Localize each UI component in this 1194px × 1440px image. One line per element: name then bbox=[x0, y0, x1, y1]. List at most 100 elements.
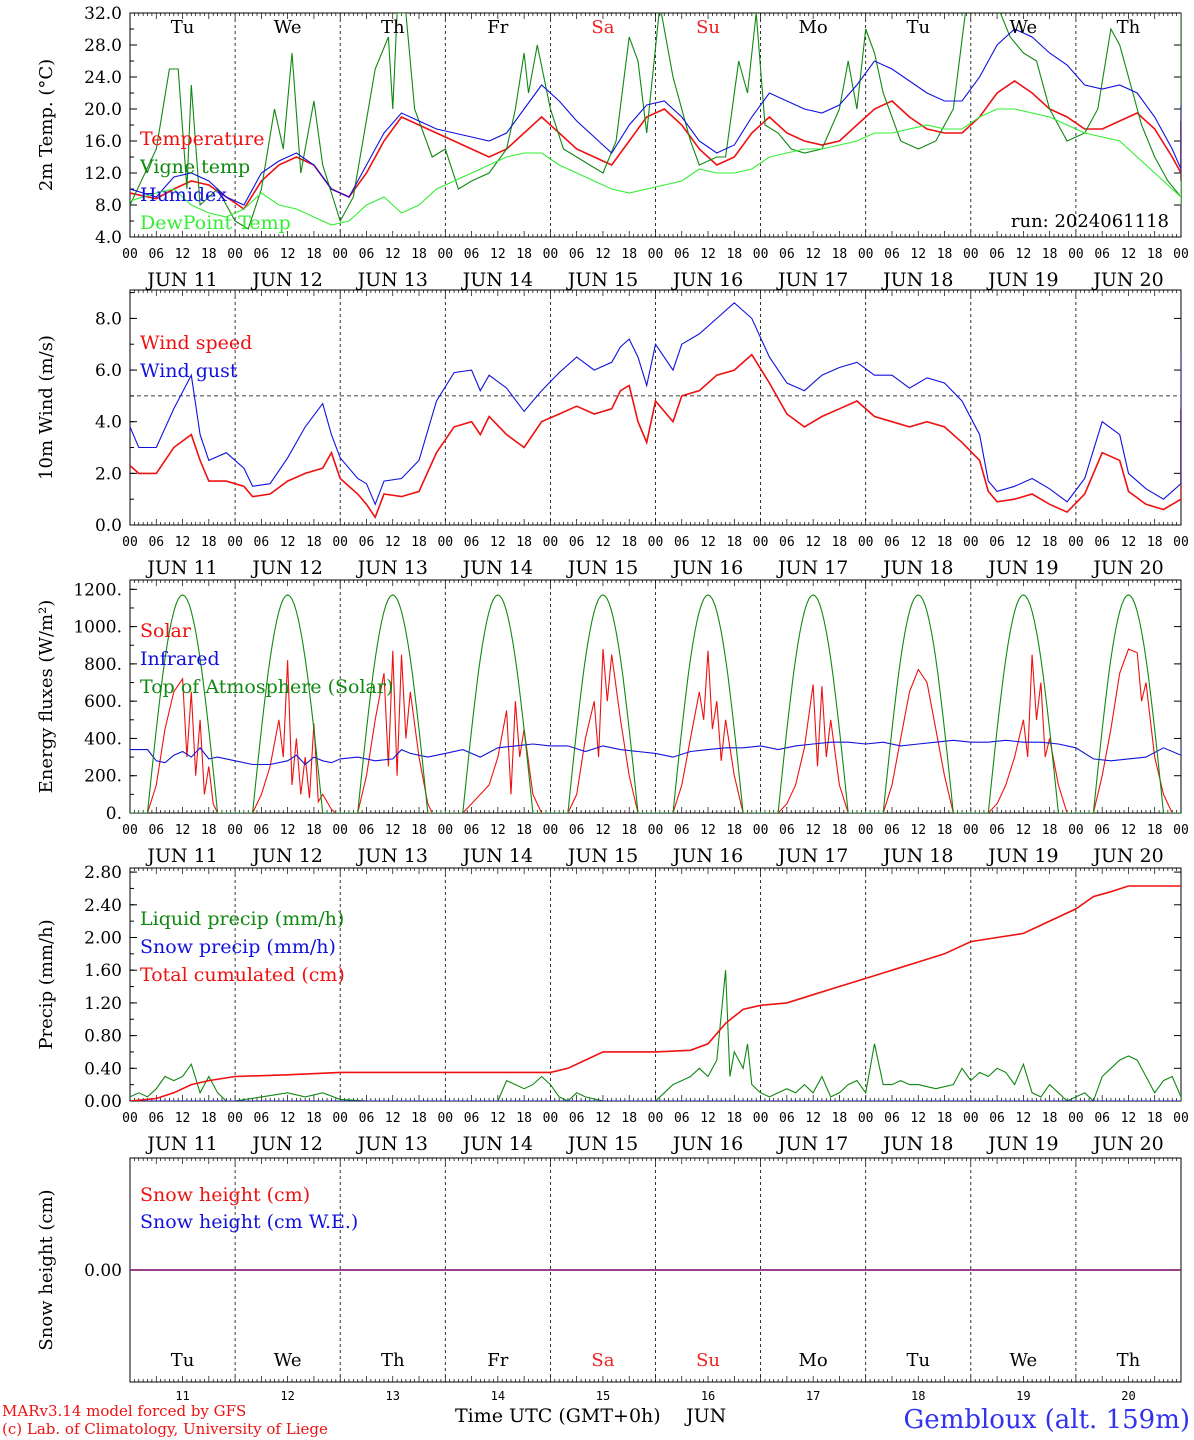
day-number-label: 14 bbox=[491, 1389, 505, 1403]
x-axis-title: Time UTC (GMT+0h) bbox=[455, 1405, 661, 1427]
hour-tick-label: 12 bbox=[700, 1111, 716, 1126]
hour-tick-label: 12 bbox=[700, 247, 716, 262]
hour-tick-label: 18 bbox=[306, 535, 322, 550]
legend-entry: Humidex bbox=[140, 184, 227, 206]
hour-tick-label: 18 bbox=[621, 1111, 637, 1126]
weekday-label: Th bbox=[1117, 1350, 1141, 1371]
hour-tick-label: 06 bbox=[148, 247, 164, 262]
hour-tick-label: 18 bbox=[201, 535, 217, 550]
hour-tick-label: 06 bbox=[1094, 1111, 1110, 1126]
hour-tick-label: 06 bbox=[359, 535, 375, 550]
hour-tick-label: 06 bbox=[884, 247, 900, 262]
hour-tick-label: 12 bbox=[595, 535, 611, 550]
hour-tick-label: 12 bbox=[385, 535, 401, 550]
hour-tick-label: 00 bbox=[227, 823, 243, 838]
weekday-label: We bbox=[274, 17, 302, 38]
hour-tick-label: 18 bbox=[937, 823, 953, 838]
legend-entry: Wind speed bbox=[140, 332, 252, 354]
hour-tick-label: 12 bbox=[1016, 247, 1032, 262]
hour-tick-label: 18 bbox=[726, 535, 742, 550]
hour-tick-label: 12 bbox=[700, 535, 716, 550]
hour-tick-label: 18 bbox=[411, 1111, 427, 1126]
day-number-label: 16 bbox=[701, 1389, 715, 1403]
hour-tick-label: 06 bbox=[674, 535, 690, 550]
hour-tick-label: 18 bbox=[621, 823, 637, 838]
hour-tick-label: 06 bbox=[464, 1111, 480, 1126]
legend-entry: Snow height (cm) bbox=[140, 1184, 310, 1206]
hour-tick-label: 18 bbox=[726, 247, 742, 262]
date-label: JUN 15 bbox=[566, 845, 638, 867]
hour-tick-label: 00 bbox=[543, 1111, 559, 1126]
hour-tick-label: 18 bbox=[516, 1111, 532, 1126]
hour-tick-label: 18 bbox=[726, 823, 742, 838]
hour-tick-label: 12 bbox=[805, 535, 821, 550]
hour-tick-label: 00 bbox=[1068, 1111, 1084, 1126]
hour-tick-label: 00 bbox=[753, 823, 769, 838]
series-group bbox=[130, 13, 1181, 230]
hour-tick-label: 06 bbox=[779, 535, 795, 550]
day-number-label: 19 bbox=[1016, 1389, 1030, 1403]
y-tick-label: 2.00 bbox=[84, 928, 122, 948]
series-line-infrared bbox=[130, 739, 1181, 766]
hour-tick-label: 18 bbox=[306, 1111, 322, 1126]
weekday-label: Sa bbox=[591, 1350, 614, 1371]
hour-tick-label: 18 bbox=[621, 247, 637, 262]
legend-entry: Vigne temp bbox=[139, 156, 250, 178]
y-tick-label: 400. bbox=[84, 729, 122, 749]
date-label: JUN 13 bbox=[356, 557, 428, 579]
date-label: JUN 18 bbox=[881, 1133, 953, 1155]
hour-tick-label: 12 bbox=[910, 823, 926, 838]
hour-tick-label: 00 bbox=[648, 535, 664, 550]
hour-tick-label: 18 bbox=[726, 1111, 742, 1126]
y-tick-label: 800. bbox=[84, 655, 122, 675]
hour-tick-label: 06 bbox=[884, 535, 900, 550]
hour-tick-label: 06 bbox=[359, 823, 375, 838]
hour-tick-label: 12 bbox=[595, 247, 611, 262]
date-label: JUN 11 bbox=[145, 845, 217, 867]
weekday-label: Fr bbox=[487, 17, 508, 38]
hour-tick-label: 00 bbox=[753, 535, 769, 550]
day-number-label: 20 bbox=[1121, 1389, 1135, 1403]
footer: MARv3.14 model forced by GFS (c) Lab. of… bbox=[2, 1402, 1190, 1438]
hour-tick-label: 06 bbox=[254, 1111, 270, 1126]
y-tick-label: 200. bbox=[84, 767, 122, 787]
hour-tick-label: 06 bbox=[779, 823, 795, 838]
hour-tick-label: 18 bbox=[306, 247, 322, 262]
y-tick-label: 2.0 bbox=[95, 464, 122, 484]
legend-entry: Top of Atmosphere (Solar) bbox=[140, 676, 393, 698]
legend-entry: DewPoint Temp bbox=[140, 212, 291, 234]
date-label: JUN 16 bbox=[671, 557, 743, 579]
date-label: JUN 17 bbox=[776, 845, 848, 867]
hour-tick-label: 00 bbox=[963, 247, 979, 262]
station-name: Gembloux (alt. 159m) bbox=[904, 1405, 1190, 1435]
hour-tick-label: 00 bbox=[963, 823, 979, 838]
hour-tick-label: 06 bbox=[779, 247, 795, 262]
hour-tick-label: 00 bbox=[122, 247, 138, 262]
hour-tick-label: 12 bbox=[385, 1111, 401, 1126]
date-label: JUN 18 bbox=[881, 845, 953, 867]
hour-tick-label: 06 bbox=[569, 1111, 585, 1126]
y-tick-label: 0.00 bbox=[84, 1092, 122, 1112]
hour-tick-label: 12 bbox=[490, 535, 506, 550]
hour-tick-label: 06 bbox=[1094, 247, 1110, 262]
y-tick-label: 1.60 bbox=[84, 961, 122, 981]
hour-tick-label: 06 bbox=[989, 1111, 1005, 1126]
hour-tick-label: 12 bbox=[1016, 823, 1032, 838]
hour-tick-label: 06 bbox=[464, 823, 480, 838]
date-label: JUN 13 bbox=[356, 1133, 428, 1155]
x-ticks bbox=[129, 1158, 1182, 1382]
legend-entry: Temperature bbox=[140, 128, 264, 150]
y-tick-label: 8.0 bbox=[95, 309, 122, 329]
hour-tick-label: 00 bbox=[227, 247, 243, 262]
hour-tick-label: 00 bbox=[227, 1111, 243, 1126]
day-number-label: 13 bbox=[386, 1389, 400, 1403]
y-tick-label: 1.20 bbox=[84, 994, 122, 1014]
hour-tick-label: 06 bbox=[359, 1111, 375, 1126]
panel-4: 0.00 0.40 0.80 1.20 1.60 2.00 2.40 2.80 Precip (… bbox=[36, 863, 1189, 1155]
y-tick-label: 600. bbox=[84, 692, 122, 712]
hour-tick-label: 06 bbox=[254, 247, 270, 262]
hour-tick-label: 00 bbox=[227, 535, 243, 550]
hour-tick-label: 00 bbox=[332, 1111, 348, 1126]
weekday-label: Su bbox=[696, 17, 720, 38]
